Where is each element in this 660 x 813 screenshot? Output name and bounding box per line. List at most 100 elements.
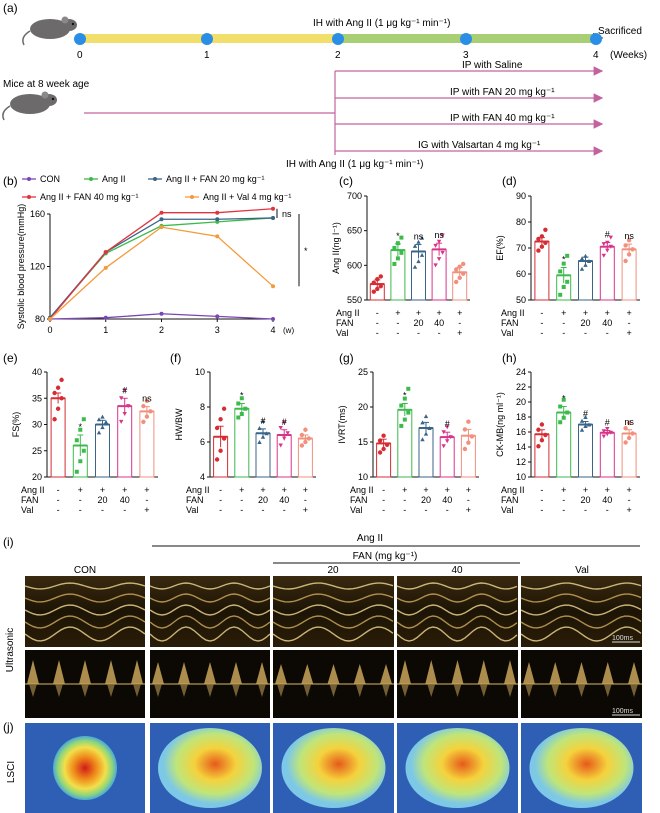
group-row-value: - [403, 495, 406, 505]
data-point [392, 246, 397, 250]
treatment-label: IG with Valsartan 4 mg kg⁻¹ [418, 140, 541, 151]
mouse-icon [22, 16, 77, 46]
data-point [601, 429, 606, 434]
group-row-label: FAN [21, 495, 39, 505]
data-point [412, 264, 418, 269]
doppler-spike [477, 660, 490, 684]
group-row-value: - [219, 505, 222, 515]
data-point [586, 259, 592, 263]
y-tick-label: 90 [516, 191, 526, 201]
data-point [623, 243, 628, 248]
m-mode-trace [24, 582, 146, 590]
series-point [103, 315, 108, 320]
column-label: CON [74, 565, 96, 576]
data-point [583, 253, 588, 258]
data-point [433, 263, 438, 268]
doppler-spike [523, 662, 535, 684]
group-row-value: - [628, 318, 631, 328]
doppler-spike [353, 664, 366, 684]
group-row-value: + [466, 485, 471, 495]
data-point [427, 426, 432, 430]
bar [95, 424, 110, 478]
group-row-value: 20 [421, 495, 431, 505]
lsci-heart-perfusion [158, 728, 262, 808]
group-row-value: + [445, 485, 450, 495]
bar [276, 434, 292, 478]
group-row-label: Ang II [186, 485, 210, 495]
ih-label-top: IH with Ang II (1 μg kg⁻¹ min⁻¹) [313, 18, 450, 29]
data-point [433, 243, 438, 248]
lsci-row [25, 723, 642, 813]
panel-label-j: (j) [3, 720, 14, 734]
panel-label-g: (g) [339, 351, 354, 365]
data-point [282, 436, 287, 441]
data-point [141, 419, 146, 425]
legend-marker [190, 195, 194, 199]
y-tick-label: 10 [195, 367, 205, 377]
legend-label: Ang II + FAN 20 mg kg⁻¹ [166, 174, 265, 184]
data-point [536, 427, 541, 432]
legend-label: Ang II + FAN 40 mg kg⁻¹ [40, 192, 139, 202]
sig-label: # [122, 385, 127, 395]
group-row-label: Ang II [336, 308, 360, 318]
y-tick-label: 60 [516, 269, 526, 279]
data-point [448, 435, 453, 440]
data-point [586, 422, 592, 427]
data-point [285, 431, 290, 436]
series-point [271, 284, 275, 289]
y-tick-label: 16 [516, 427, 526, 437]
legend-label: CON [40, 174, 60, 184]
sig-label: ns [434, 230, 444, 240]
data-point [81, 448, 86, 453]
y-tick-label: 70 [516, 243, 526, 253]
group-row-value: - [396, 328, 399, 338]
data-point [96, 430, 102, 435]
ang-ii-group-label: Ang II [357, 533, 383, 544]
data-point [371, 289, 376, 294]
column-label: 20 [327, 565, 339, 576]
data-point [440, 250, 445, 255]
y-tick-label: 20 [516, 397, 526, 407]
data-point [605, 240, 610, 245]
data-point [214, 425, 220, 431]
data-point [126, 404, 131, 409]
data-point [558, 292, 563, 297]
data-point [78, 459, 83, 464]
m-mode-trace [149, 604, 271, 616]
week-label: 4 [593, 50, 599, 61]
y-tick-label: 40 [32, 367, 42, 377]
group-row-value: - [438, 328, 441, 338]
sig-label: # [605, 418, 610, 428]
m-mode-trace [24, 615, 146, 629]
scale-bar-label: 100ms [612, 635, 634, 642]
m-mode-trace [520, 615, 642, 629]
doppler-spike [603, 684, 612, 697]
data-point [221, 406, 227, 411]
week-label: 0 [77, 50, 83, 61]
data-point [278, 443, 283, 448]
data-point [623, 258, 628, 264]
group-row-value: - [219, 495, 222, 505]
data-point [601, 253, 606, 258]
data-point [378, 283, 383, 289]
group-row-value: - [240, 505, 243, 515]
column-label: 40 [451, 565, 463, 576]
data-point [299, 443, 305, 448]
doppler-spike [479, 684, 488, 697]
data-point [539, 244, 545, 249]
data-point [601, 242, 606, 247]
group-row-label: FAN [350, 495, 368, 505]
group-row-value: - [540, 485, 543, 495]
group-row-value: - [304, 495, 307, 505]
data-point [419, 252, 425, 257]
y-tick-label: 24 [516, 367, 526, 377]
x-tick-label: 1 [103, 325, 108, 335]
group-row-value: + [626, 485, 631, 495]
data-point [543, 432, 548, 438]
sig-label: ns [414, 232, 424, 242]
week-label: 3 [463, 50, 469, 61]
group-row-value: + [78, 485, 83, 495]
x-tick-label: 3 [215, 325, 220, 335]
column-label: Val [575, 565, 589, 576]
y-tick-label: 10 [358, 472, 368, 482]
